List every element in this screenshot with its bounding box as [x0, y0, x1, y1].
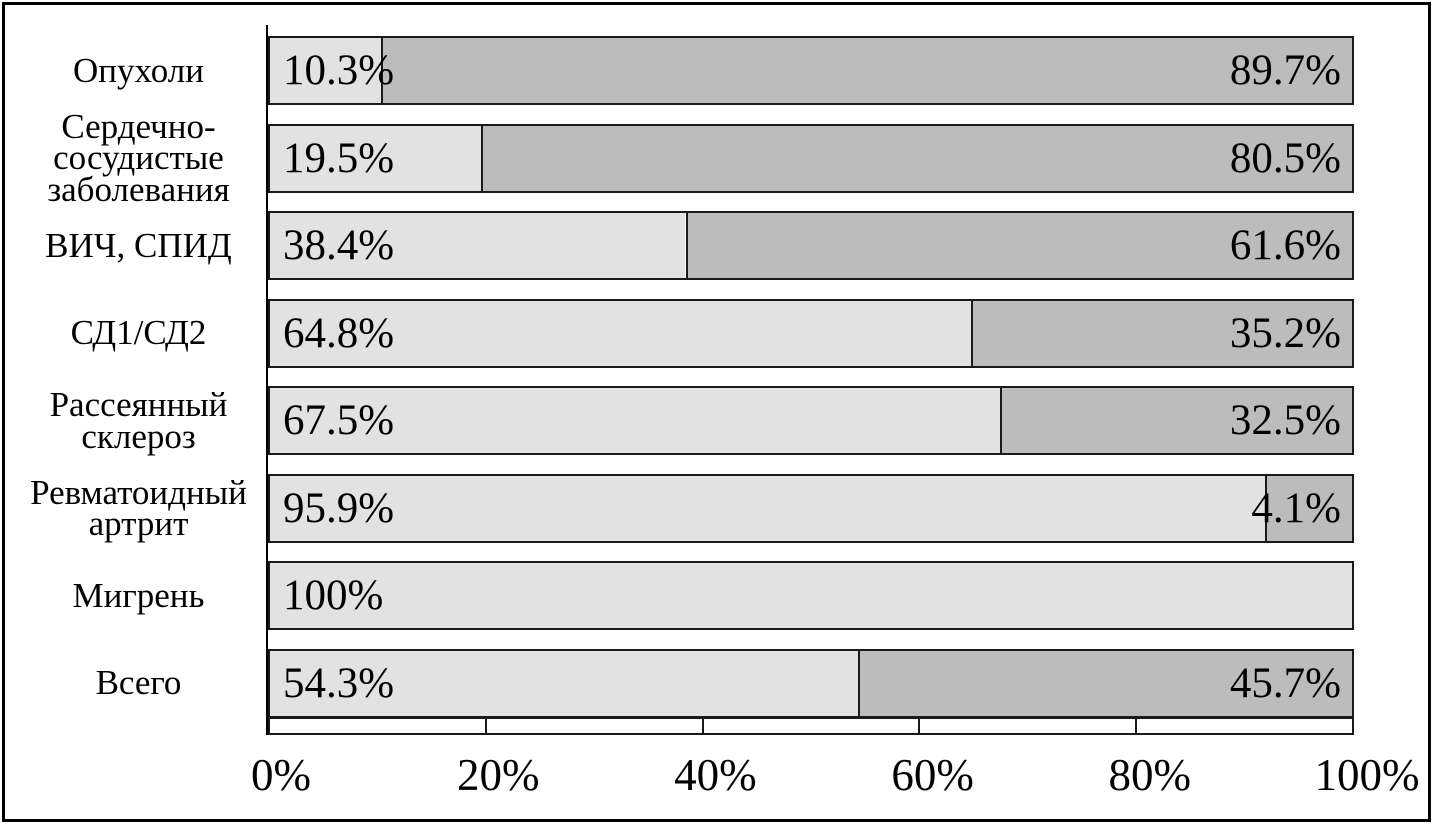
category-label-line: сосудистые: [53, 138, 224, 178]
stacked-bar: 64.8% 35.2%: [268, 298, 1354, 368]
chart-row: Сердечно-сосудистые заболевания 19.5% 80.…: [9, 109, 1354, 206]
bar-segment-dark: [1265, 475, 1352, 541]
bar-segment-dark: [685, 213, 1352, 278]
x-axis-tick-label: 60%: [891, 750, 974, 800]
bar-segment-dark: [857, 650, 1352, 716]
category-label-line: Рассеянный: [49, 385, 228, 424]
x-axis-tick-label: 40%: [674, 750, 757, 800]
bar-segment-dark: [381, 38, 1352, 103]
bar-value-left: 100%: [283, 572, 384, 619]
bar-value-right: 61.6%: [1229, 222, 1341, 269]
bar-segment-light: [270, 125, 481, 191]
chart-row: Ревматоидный артрит 95.9% 4.1%: [9, 473, 1354, 543]
stacked-bar: 54.3% 45.7%: [268, 648, 1354, 718]
bar-segment-light: [270, 475, 1266, 541]
bar-segment-dark: [971, 300, 1352, 366]
x-axis-tick-label: 20%: [456, 750, 540, 800]
bar-segment-dark: [1000, 388, 1352, 453]
bar-value-right: 80.5%: [1229, 134, 1341, 182]
category-label: Всего: [9, 649, 268, 718]
y-axis-line: [266, 25, 268, 735]
category-label-line: Ревматоидный: [30, 472, 247, 512]
bar-segment-light: [270, 388, 1001, 453]
chart-row: Рассеянный склероз 67.5% 32.5%: [9, 386, 1354, 455]
category-label: Опухоли: [9, 36, 268, 105]
x-axis-tick-labels: 0% 20% 40% 60% 80% 100%: [251, 749, 1420, 801]
category-label: СД1/СД2: [9, 299, 268, 368]
x-axis-tick-label: 80%: [1108, 750, 1192, 800]
bar-value-right: 35.2%: [1229, 309, 1341, 357]
stacked-bar: 19.5% 80.5%: [268, 123, 1354, 193]
bar-value-right: 32.5%: [1229, 397, 1341, 444]
category-label-line: склероз: [81, 416, 196, 456]
bar-segment-light: [270, 300, 972, 366]
chart-row: СД1/СД2 64.8% 35.2%: [9, 298, 1354, 368]
chart-row: Всего 54.3% 45.7%: [9, 648, 1354, 718]
bar-segment-light: [270, 563, 1352, 628]
chart-row: Опухоли 10.3% 89.7%: [9, 36, 1354, 105]
bar-segment-light: [270, 650, 858, 716]
bar-segment-light: [270, 213, 686, 278]
x-axis-tick-divider: [485, 719, 488, 733]
bar-value-right: 89.7%: [1229, 47, 1341, 94]
chart-row: Мигрень 100%: [9, 561, 1354, 630]
bar-rows-container: Опухоли 10.3% 89.7% Сердечно-сосудистые з…: [9, 36, 1354, 718]
stacked-bar: 100%: [268, 561, 1354, 630]
category-label-line: Опухоли: [73, 50, 204, 90]
stacked-bar: 67.5% 32.5%: [268, 386, 1354, 455]
x-axis-tick-divider: [1134, 719, 1137, 733]
x-axis-tick-label: 100%: [1314, 750, 1420, 800]
bar-segment-light: [270, 38, 382, 103]
category-label: Мигрень: [9, 561, 268, 630]
stacked-bar: 38.4% 61.6%: [268, 211, 1354, 280]
bar-value-right: 45.7%: [1229, 659, 1341, 707]
category-label: Ревматоидный артрит: [9, 474, 268, 543]
bar-value-left: 19.5%: [283, 134, 395, 182]
category-label-line: ВИЧ, СПИД: [45, 225, 232, 265]
bar-value-left: 64.8%: [283, 309, 395, 357]
chart-row: ВИЧ, СПИД 38.4% 61.6%: [9, 211, 1354, 280]
stacked-bar: 95.9% 4.1%: [268, 473, 1354, 543]
x-axis-tick-label: 0%: [251, 750, 311, 800]
x-axis-tick-divider: [701, 719, 704, 733]
bar-value-left: 54.3%: [283, 659, 395, 707]
x-axis-tick-divider: [918, 719, 921, 733]
stacked-bar: 10.3% 89.7%: [268, 36, 1354, 105]
bar-segment-dark: [481, 125, 1352, 191]
bar-value-left: 38.4%: [283, 222, 395, 269]
category-label-line: Сердечно-: [61, 106, 216, 146]
bar-value-left: 67.5%: [283, 397, 395, 444]
bar-value-right: 4.1%: [1251, 484, 1341, 532]
category-label: ВИЧ, СПИД: [9, 211, 268, 280]
category-label-line: заболевания: [47, 169, 230, 209]
category-label-line: Всего: [95, 663, 182, 703]
category-label-line: артрит: [88, 504, 189, 543]
category-label-line: Мигрень: [72, 575, 205, 615]
bar-value-left: 10.3%: [283, 47, 395, 94]
category-label: Рассеянный склероз: [9, 386, 268, 455]
category-label-line: СД1/СД2: [70, 313, 207, 353]
category-label: Сердечно-сосудистые заболевания: [9, 109, 268, 206]
x-axis-strip: [268, 717, 1354, 735]
bar-value-left: 95.9%: [283, 484, 395, 532]
